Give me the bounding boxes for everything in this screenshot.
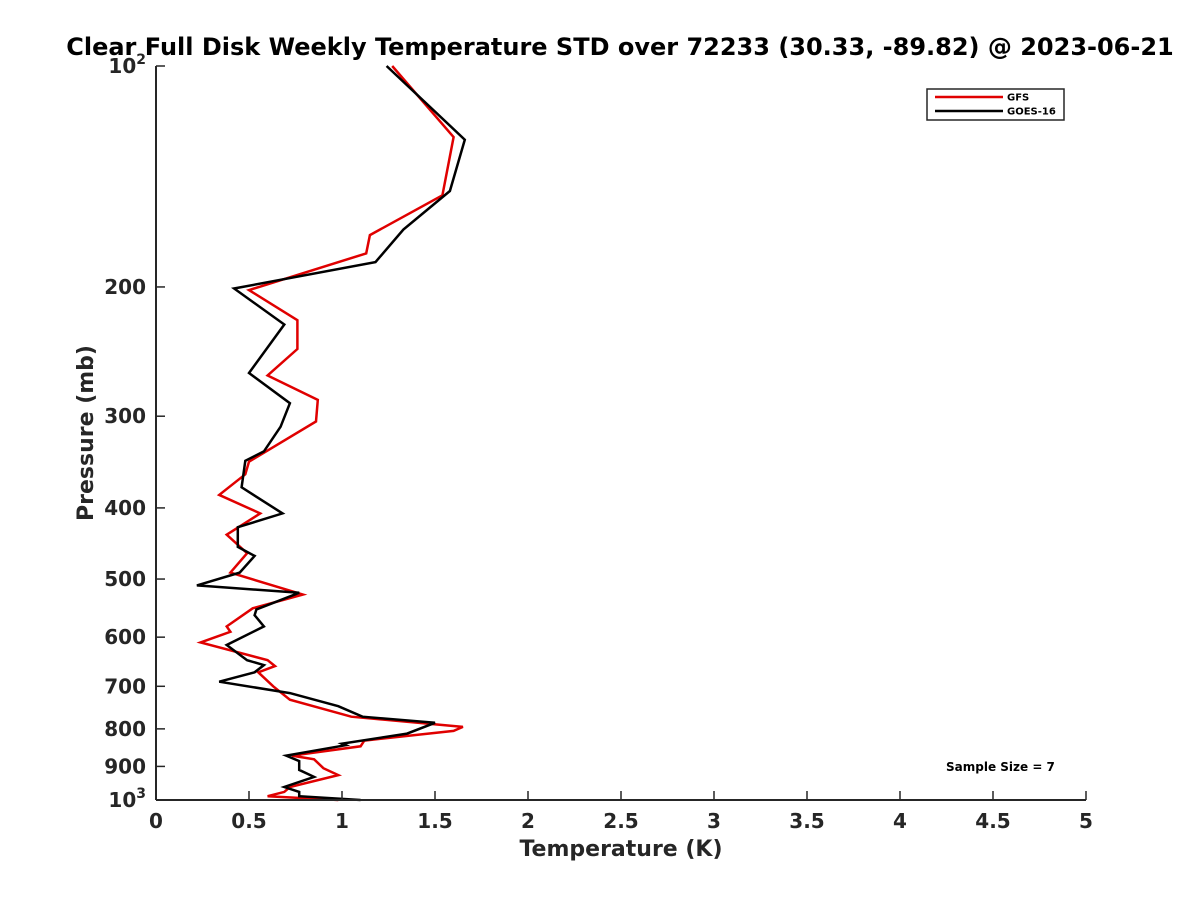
y-tick-label: 200: [104, 275, 146, 299]
series-layer: [196, 65, 467, 802]
y-tick-label: 700: [104, 674, 146, 698]
x-tick-label: 3.5: [789, 809, 824, 833]
y-tick-label: 800: [104, 717, 146, 741]
y-tick-label: 500: [104, 567, 146, 591]
x-tick-label: 4: [893, 809, 907, 833]
x-tick-label: 0.5: [231, 809, 266, 833]
series-line-gfs: [196, 65, 464, 802]
x-tick-label: 4.5: [975, 809, 1010, 833]
chart-title: Clear Full Disk Weekly Temperature STD o…: [66, 33, 1174, 61]
legend-box: [926, 88, 1065, 121]
x-tick-label: 2.5: [603, 809, 638, 833]
x-ticks: 0 0.5 1 1.5 2 2.5 3 3.5 4 4.5 5: [149, 791, 1093, 833]
x-tick-label: 2: [521, 809, 535, 833]
x-axis-label: Temperature (K): [519, 837, 722, 862]
legend-label-goes16: GOES-16: [1007, 107, 1056, 118]
x-tick-label: 5: [1079, 809, 1093, 833]
sample-size-annotation: Sample Size = 7: [946, 760, 1055, 774]
series-line-goes16: [196, 65, 467, 802]
x-tick-label: 3: [707, 809, 721, 833]
legend: GFS GOES-16: [926, 88, 1065, 121]
legend-label-gfs: GFS: [1007, 93, 1029, 104]
x-tick-label: 1: [335, 809, 349, 833]
y-axis-label: Pressure (mb): [74, 345, 99, 521]
x-tick-label: 1.5: [417, 809, 452, 833]
y-tick-label: 400: [104, 496, 146, 520]
y-tick-label: 300: [104, 404, 146, 428]
y-tick-label: 600: [104, 625, 146, 649]
plot-area: 0 0.5 1 1.5 2 2.5 3 3.5 4 4.5 5 1 0 2 200 300 400 500 600…: [104, 52, 1093, 833]
y-tick-label: 900: [104, 754, 146, 778]
x-tick-label: 0: [149, 809, 163, 833]
